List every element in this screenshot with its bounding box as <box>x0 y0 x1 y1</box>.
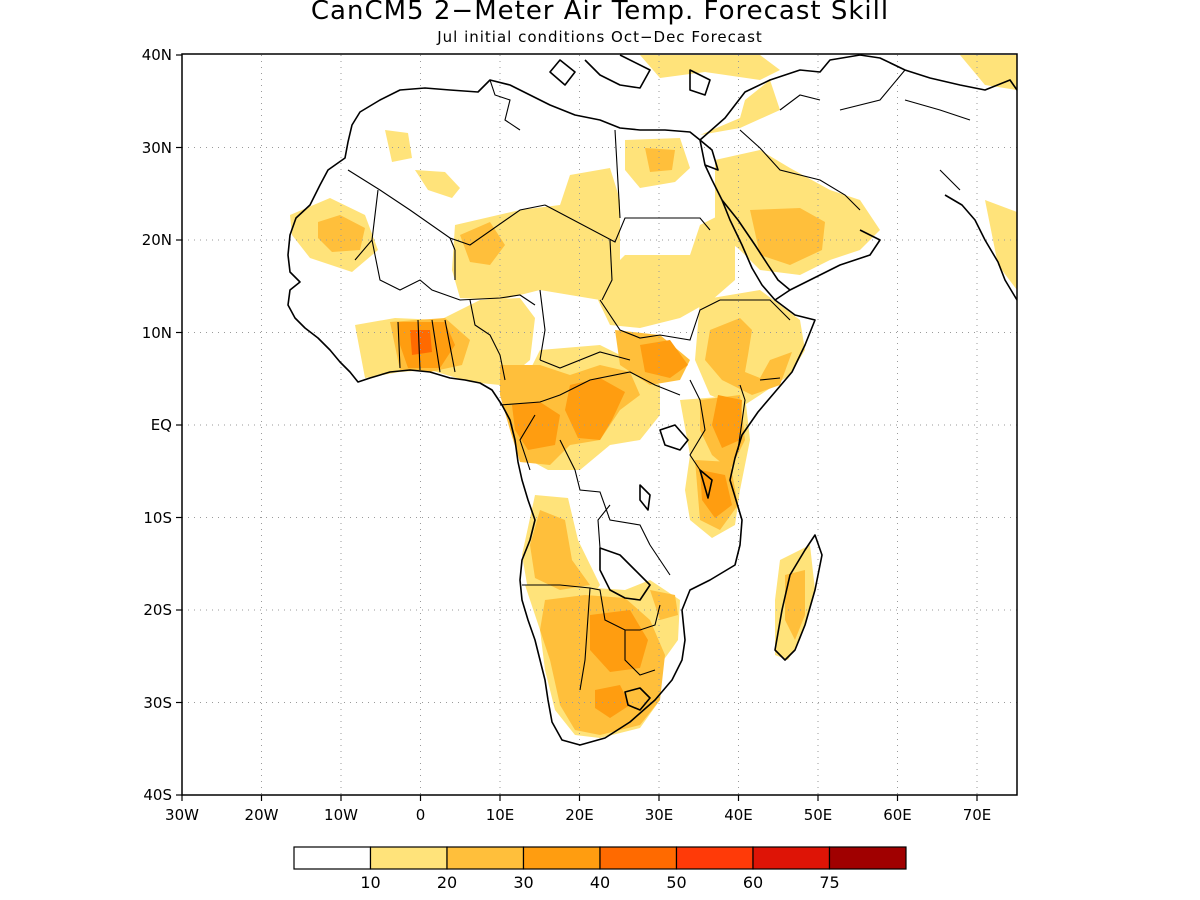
y-tick-label: 40N <box>142 46 172 64</box>
colorbar-label: 20 <box>437 873 457 892</box>
colorbar: 10 20 30 40 50 60 75 <box>293 846 907 892</box>
colorbar-swatch <box>293 846 372 870</box>
skill-shading-40-50 <box>410 330 432 355</box>
y-tick-label: 10S <box>143 509 172 527</box>
y-tick-label: 30S <box>143 694 172 712</box>
x-tick-label: 20E <box>565 806 594 824</box>
y-tick-label: EQ <box>151 416 172 434</box>
y-tick-label: 10N <box>142 324 172 342</box>
colorbar-swatch <box>752 846 831 870</box>
colorbar-label: 10 <box>360 873 380 892</box>
map-title: CanCM5 2−Meter Air Temp. Forecast Skill <box>310 0 890 26</box>
coastlines <box>287 54 1017 746</box>
x-tick-label: 50E <box>804 806 833 824</box>
x-tick-label: 30W <box>165 806 199 824</box>
x-tick-label: 40E <box>724 806 753 824</box>
colorbar-label: 60 <box>743 873 763 892</box>
map-area <box>290 55 1017 738</box>
colorbar-swatch <box>828 846 907 870</box>
colorbar-label: 75 <box>819 873 839 892</box>
colorbar-swatch <box>446 846 525 870</box>
colorbar-swatch <box>675 846 754 870</box>
x-tick-label: 0 <box>416 806 426 824</box>
x-tick-label: 70E <box>963 806 992 824</box>
y-tick-label: 20N <box>142 231 172 249</box>
x-tick-label: 10W <box>324 806 358 824</box>
x-tick-label: 10E <box>486 806 515 824</box>
colorbar-label: 50 <box>666 873 686 892</box>
colorbar-swatch <box>599 846 678 870</box>
x-axis: 30W 20W 10W 0 10E 20E 30E 40E 50E 60E 70… <box>165 795 991 824</box>
x-tick-label: 20W <box>245 806 279 824</box>
y-tick-label: 30N <box>142 139 172 157</box>
x-tick-label: 60E <box>883 806 912 824</box>
map-subtitle: Jul initial conditions Oct−Dec Forecast <box>437 28 763 46</box>
y-axis: 40N 30N 20N 10N EQ 10S 20S 30S 40S <box>142 46 182 804</box>
y-tick-label: 40S <box>143 786 172 804</box>
colorbar-label: 30 <box>513 873 533 892</box>
colorbar-label: 40 <box>590 873 610 892</box>
country-borders <box>347 69 971 691</box>
colorbar-swatch <box>369 846 448 870</box>
y-tick-label: 20S <box>143 601 172 619</box>
x-tick-label: 30E <box>645 806 674 824</box>
colorbar-swatch <box>522 846 601 870</box>
